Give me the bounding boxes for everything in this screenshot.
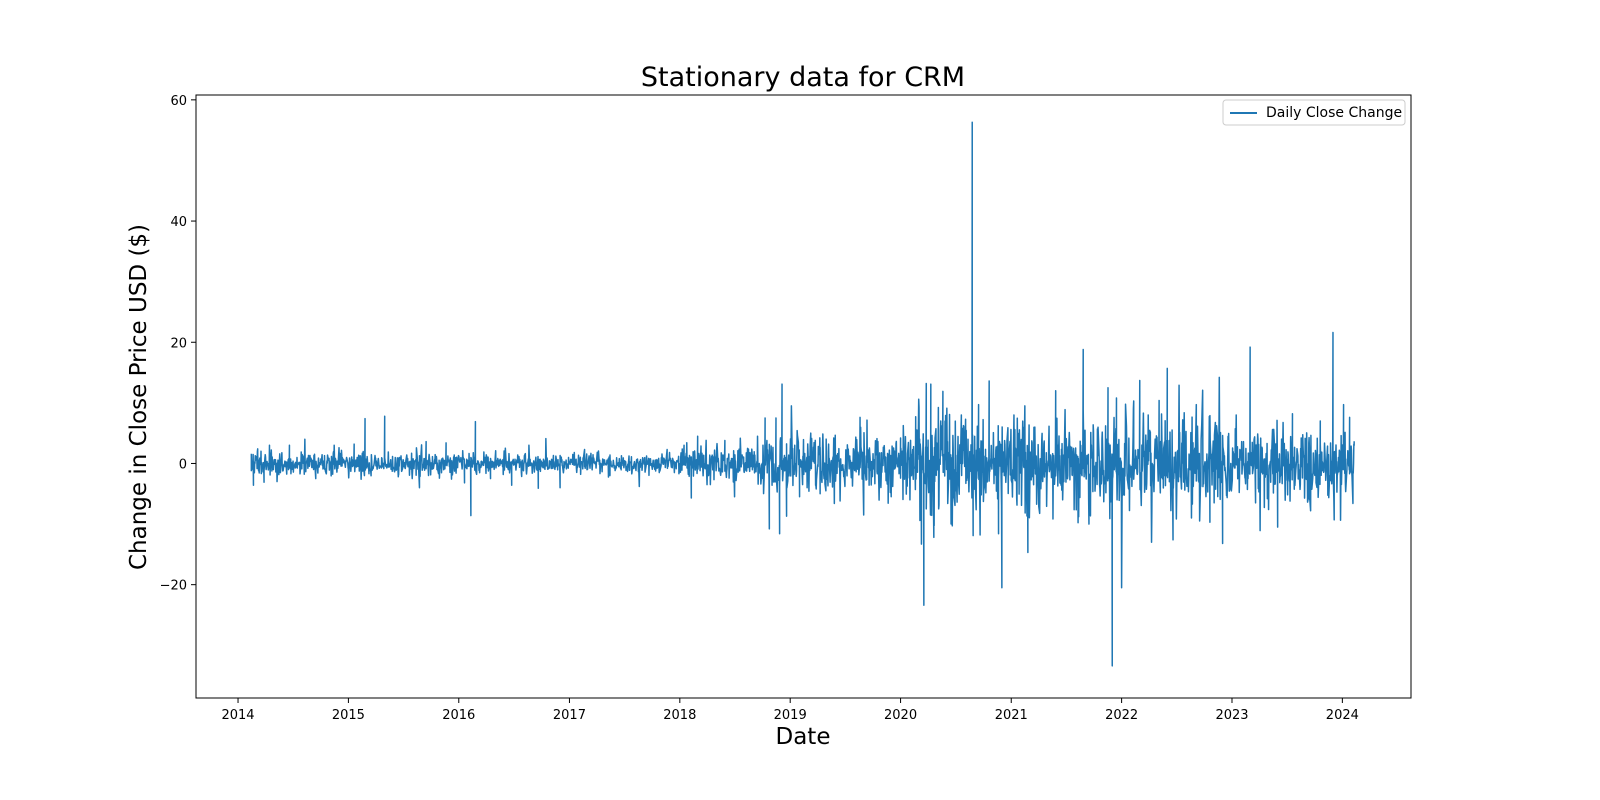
chart-title: Stationary data for CRM [641, 62, 965, 93]
legend-box [1222, 99, 1406, 126]
x-tick-label: 2019 [774, 708, 807, 723]
y-tick-label: 60 [170, 94, 187, 109]
legend: Daily Close Change [1222, 99, 1406, 126]
x-tick-label: 2022 [1105, 708, 1138, 723]
series-line-daily-close-change [250, 121, 1355, 667]
y-tick-label: 40 [170, 215, 187, 230]
x-tick-label: 2015 [332, 708, 365, 723]
x-tick-label: 2018 [663, 708, 696, 723]
plot-frame [195, 94, 1412, 699]
x-tick-label: 2017 [553, 708, 586, 723]
legend-label: Daily Close Change [1266, 105, 1402, 121]
x-tick-label: 2023 [1215, 708, 1248, 723]
y-axis: −20 0 20 40 60 [160, 94, 196, 594]
x-axis: 2014 2015 2016 2017 2018 2019 2020 2021 2022 2023… [221, 698, 1359, 723]
x-tick-label: 2014 [221, 708, 254, 723]
y-tick-label: 0 [179, 457, 187, 472]
x-axis-label: Date [776, 724, 831, 750]
x-tick-label: 2024 [1326, 708, 1359, 723]
x-tick-label: 2021 [995, 708, 1028, 723]
plot-area [250, 121, 1355, 667]
y-tick-label: −20 [160, 579, 187, 594]
x-tick-label: 2020 [884, 708, 917, 723]
x-tick-label: 2016 [442, 708, 475, 723]
y-axis-label: Change in Close Price USD ($) [126, 224, 152, 570]
y-tick-label: 20 [170, 336, 187, 351]
